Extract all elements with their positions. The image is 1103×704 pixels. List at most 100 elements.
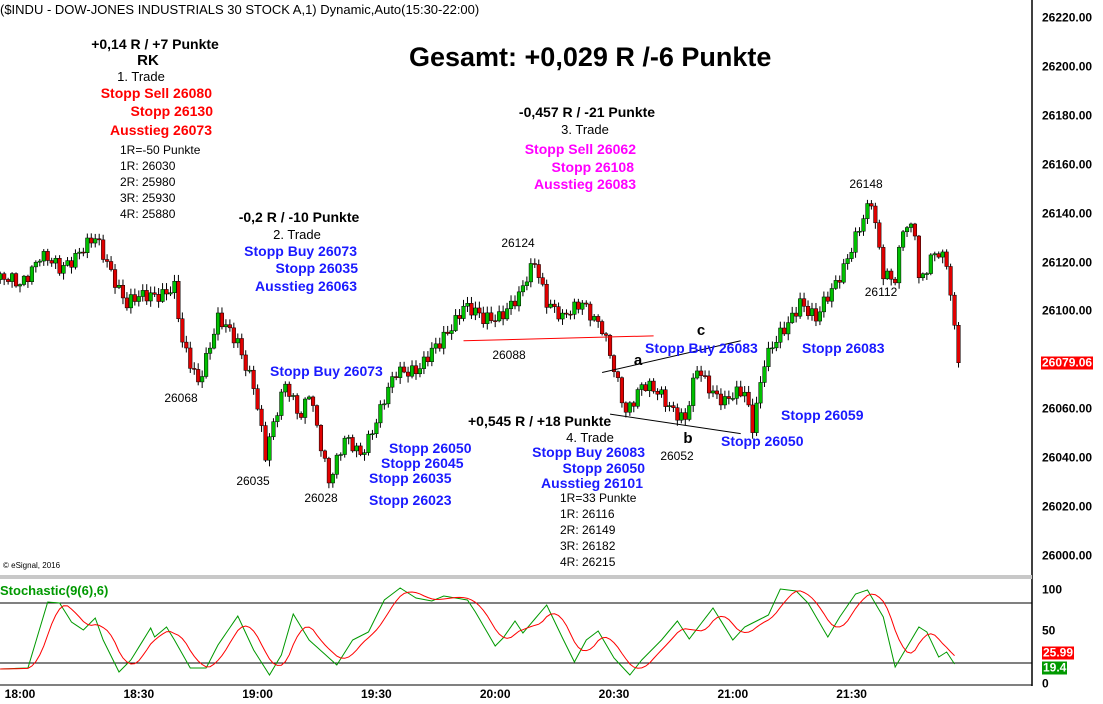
candle-down xyxy=(588,303,593,321)
candle-up xyxy=(223,324,228,328)
candle-up xyxy=(330,474,335,484)
candle-up xyxy=(548,303,553,308)
candle-up xyxy=(786,322,791,335)
candle-up xyxy=(386,386,391,405)
stoch-k-value-label: 19.4 xyxy=(1042,660,1068,675)
trade1-r-def: 1R=-50 Punkte xyxy=(120,143,201,157)
candle-up xyxy=(932,253,937,256)
trade2-trail-stop: Stopp 26023 xyxy=(369,492,452,508)
time-axis-tick: 19:00 xyxy=(242,687,273,701)
candle-down xyxy=(263,425,268,461)
candle-up xyxy=(924,273,929,275)
trade2-stop: Stopp 26035 xyxy=(275,260,358,276)
candle-up xyxy=(61,265,66,274)
candle-down xyxy=(873,205,878,224)
candle-up xyxy=(687,405,692,420)
candle-down xyxy=(501,311,506,320)
candle-down xyxy=(956,325,961,363)
candle-up xyxy=(307,396,312,400)
trade4-target: 4R: 26215 xyxy=(560,555,616,569)
candle-down xyxy=(877,222,882,248)
candle-down xyxy=(105,259,110,262)
candle-down xyxy=(255,388,260,410)
candle-up xyxy=(374,422,379,434)
trade2-trail-stop: Stopp 26035 xyxy=(369,470,452,486)
candle-up xyxy=(342,437,347,455)
price-axis-tick: 26200.00 xyxy=(1042,59,1093,74)
candle-up xyxy=(627,402,632,413)
candle-down xyxy=(251,369,256,389)
candle-up xyxy=(770,347,775,350)
candle-up xyxy=(505,308,510,320)
candle-up xyxy=(235,338,240,344)
wave-label-a: a xyxy=(633,352,643,369)
price-axis-tick: 26060.00 xyxy=(1042,401,1093,416)
candle-up xyxy=(778,327,783,343)
candle-up xyxy=(928,254,933,274)
candle-up xyxy=(774,341,779,349)
candle-down xyxy=(394,376,399,378)
candle-down xyxy=(124,297,129,309)
candle-down xyxy=(948,266,953,296)
swing-label: 26112 xyxy=(864,285,898,299)
trade4-target: 2R: 26149 xyxy=(560,523,616,537)
stoch-d-line xyxy=(0,590,955,670)
candle-up xyxy=(116,285,122,288)
trade4-target: 1R: 26116 xyxy=(560,507,615,521)
candle-down xyxy=(512,300,518,307)
trade3-exit: Ausstieg 26083 xyxy=(534,176,636,192)
candle-down xyxy=(544,283,549,308)
trade3-result: -0,457 R / -21 Punkte xyxy=(518,104,656,120)
candle-down xyxy=(109,261,114,270)
candle-up xyxy=(267,436,272,461)
candle-down xyxy=(469,303,474,316)
candle-up xyxy=(453,315,458,331)
candle-up xyxy=(93,238,98,244)
trade1-target: 2R: 25980 xyxy=(120,175,176,189)
candle-down xyxy=(699,370,704,376)
candle-down xyxy=(156,294,161,302)
candle-up xyxy=(449,330,454,334)
candle-down xyxy=(944,251,949,267)
candle-up xyxy=(833,280,838,289)
trade4-entry-chart: Stopp Buy 26083 xyxy=(645,340,758,356)
candle-down xyxy=(49,260,54,264)
candle-up xyxy=(920,273,925,279)
candle-up xyxy=(940,251,945,258)
candle-down xyxy=(152,292,157,295)
candle-up xyxy=(275,415,280,422)
candle-down xyxy=(445,331,450,334)
candle-up xyxy=(485,312,490,324)
price-axis-tick: 26020.00 xyxy=(1042,499,1093,514)
price-axis-tick: 26120.00 xyxy=(1042,255,1093,269)
candle-down xyxy=(837,280,842,283)
candle-up xyxy=(710,390,716,394)
candle-up xyxy=(433,343,438,349)
candle-up xyxy=(73,253,78,268)
candle-up xyxy=(754,402,759,433)
candle-up xyxy=(901,231,906,248)
candle-up xyxy=(679,412,684,421)
time-axis-tick: 20:00 xyxy=(479,687,511,701)
candle-down xyxy=(314,405,320,426)
candle-down xyxy=(25,275,30,282)
candle-down xyxy=(437,343,442,349)
candle-down xyxy=(651,380,656,392)
candle-up xyxy=(0,273,3,280)
candle-down xyxy=(358,445,363,455)
candle-down xyxy=(112,269,118,288)
trade4-entry: Stopp Buy 26083 xyxy=(532,444,645,460)
candle-up xyxy=(592,316,597,321)
candle-up xyxy=(441,331,446,349)
candle-down xyxy=(350,437,355,452)
candle-down xyxy=(805,306,811,316)
candle-down xyxy=(536,264,541,278)
candle-down xyxy=(706,375,712,394)
swing-label: 26148 xyxy=(849,177,883,191)
candle-up xyxy=(766,347,771,367)
wave-label-c: c xyxy=(696,322,706,339)
trade4-r-def: 1R=33 Punkte xyxy=(560,491,637,505)
candle-up xyxy=(128,294,133,309)
candle-up xyxy=(283,383,288,393)
candle-down xyxy=(663,389,668,407)
